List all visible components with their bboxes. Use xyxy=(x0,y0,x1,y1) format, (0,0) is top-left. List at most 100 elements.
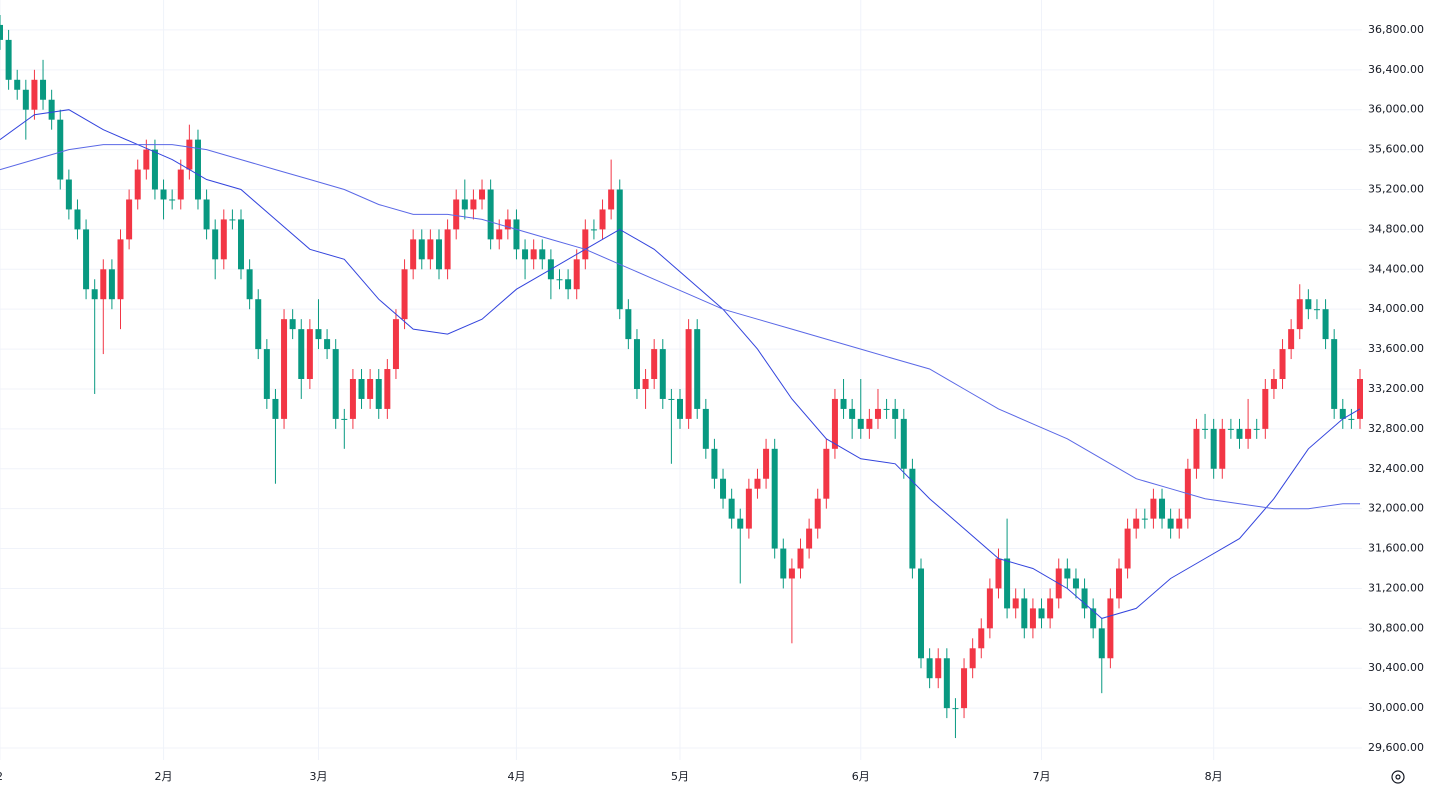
candle-body xyxy=(1210,428,1217,469)
candle-body xyxy=(5,39,12,80)
candle-body xyxy=(883,408,890,410)
candle-body xyxy=(246,269,253,300)
candle-body xyxy=(91,289,98,300)
candle-body xyxy=(126,199,133,240)
candle-body xyxy=(771,448,778,549)
candle-body xyxy=(100,269,107,300)
candle-body xyxy=(479,189,486,200)
candle-body xyxy=(556,279,563,281)
candle-body xyxy=(866,418,873,429)
candle-body xyxy=(453,199,460,230)
x-tick-label: 4月 xyxy=(507,770,525,783)
candle-body xyxy=(65,179,72,210)
candle-body xyxy=(728,498,735,519)
candle-body xyxy=(1219,428,1226,469)
candle-body xyxy=(194,139,201,200)
y-tick-label: 32,800.00 xyxy=(1368,422,1424,435)
candle-body xyxy=(754,478,761,489)
candle-body xyxy=(358,379,365,399)
candle-body xyxy=(1133,518,1140,529)
candle-body xyxy=(840,398,847,409)
candle-body xyxy=(83,229,90,290)
candle-body xyxy=(608,189,615,210)
candle-body xyxy=(281,319,288,419)
candle-body xyxy=(874,408,881,419)
candle-body xyxy=(1288,329,1295,350)
candle-body xyxy=(324,339,331,350)
candle-body xyxy=(470,199,477,210)
y-tick-label: 32,000.00 xyxy=(1368,502,1424,515)
candle-body xyxy=(186,139,193,170)
y-tick-label: 32,400.00 xyxy=(1368,462,1424,475)
y-tick-label: 30,400.00 xyxy=(1368,661,1424,674)
candle-body xyxy=(48,99,55,120)
candle-body xyxy=(1107,598,1114,659)
candle-body xyxy=(255,299,262,350)
y-tick-label: 31,600.00 xyxy=(1368,542,1424,555)
candle-body xyxy=(298,329,305,380)
candle-body xyxy=(918,568,925,659)
candle-body xyxy=(306,329,313,380)
candle-body xyxy=(590,229,597,231)
candle-body xyxy=(272,398,279,419)
candle-body xyxy=(814,498,821,529)
candle-body xyxy=(668,398,675,400)
candle-body xyxy=(392,319,399,370)
candle-body xyxy=(1072,578,1079,589)
candle-body xyxy=(1202,428,1209,430)
candle-body xyxy=(0,24,3,40)
candle-body xyxy=(745,488,752,529)
candle-body xyxy=(203,199,210,230)
candle-body xyxy=(1331,339,1338,409)
candle-body xyxy=(1150,498,1157,519)
candle-body xyxy=(530,249,537,260)
y-tick-label: 33,600.00 xyxy=(1368,342,1424,355)
candle-body xyxy=(1313,309,1320,311)
settings-icon[interactable] xyxy=(1391,770,1405,784)
candle-body xyxy=(900,418,907,469)
y-tick-label: 31,200.00 xyxy=(1368,581,1424,594)
candle-body xyxy=(427,239,434,260)
moving-average xyxy=(0,109,1361,619)
candle-body xyxy=(143,149,150,170)
candle-body xyxy=(57,119,64,180)
y-tick-label: 29,600.00 xyxy=(1368,741,1424,754)
candle-body xyxy=(625,309,632,340)
candle-body xyxy=(642,379,649,389)
candle-body xyxy=(1081,588,1088,609)
y-tick-label: 35,600.00 xyxy=(1368,143,1424,156)
candle-body xyxy=(229,219,236,221)
candle-body xyxy=(212,229,219,260)
candle-body xyxy=(702,408,709,449)
candle-body xyxy=(1245,428,1252,439)
y-tick-label: 35,200.00 xyxy=(1368,183,1424,196)
candle-body xyxy=(1004,558,1011,609)
candle-body xyxy=(418,239,425,260)
candle-body xyxy=(1047,598,1054,619)
candle-body xyxy=(1339,408,1346,419)
candle-body xyxy=(806,528,813,549)
x-tick-label: 8月 xyxy=(1205,770,1223,783)
candle-body xyxy=(1357,379,1363,419)
candle-body xyxy=(513,219,520,250)
y-tick-label: 36,400.00 xyxy=(1368,63,1424,76)
candle-body xyxy=(599,209,606,230)
candle-body xyxy=(169,199,176,201)
candle-body xyxy=(1038,608,1045,619)
candle-body xyxy=(565,279,572,290)
candle-body xyxy=(134,169,141,200)
y-tick-label: 36,800.00 xyxy=(1368,23,1424,36)
candle-body xyxy=(780,548,787,579)
candle-body xyxy=(943,658,950,709)
candle-body xyxy=(31,79,38,110)
candle-body xyxy=(737,518,744,529)
candle-body xyxy=(978,628,985,649)
candle-body xyxy=(177,169,184,200)
y-tick-label: 33,200.00 xyxy=(1368,382,1424,395)
candle-body xyxy=(1021,598,1028,629)
candle-body xyxy=(1253,428,1260,430)
candle-body xyxy=(857,418,864,429)
candle-body xyxy=(461,199,468,210)
candle-body xyxy=(40,79,47,100)
candle-body xyxy=(504,219,511,230)
